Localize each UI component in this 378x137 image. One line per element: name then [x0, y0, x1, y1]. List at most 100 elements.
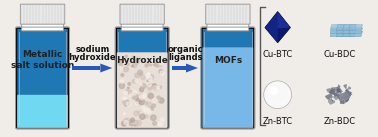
- Circle shape: [135, 102, 138, 105]
- Circle shape: [147, 62, 149, 64]
- Circle shape: [156, 65, 158, 67]
- Text: sodium: sodium: [75, 45, 110, 54]
- Circle shape: [145, 64, 148, 67]
- Circle shape: [147, 83, 152, 89]
- Circle shape: [133, 121, 138, 126]
- Circle shape: [157, 96, 160, 99]
- Circle shape: [130, 120, 133, 122]
- Circle shape: [124, 120, 128, 125]
- Polygon shape: [342, 92, 351, 101]
- Circle shape: [150, 85, 152, 88]
- Circle shape: [151, 106, 153, 108]
- Circle shape: [124, 62, 126, 65]
- Circle shape: [147, 82, 152, 87]
- Circle shape: [139, 72, 143, 75]
- FancyBboxPatch shape: [172, 65, 186, 70]
- Circle shape: [147, 80, 149, 82]
- FancyBboxPatch shape: [201, 27, 255, 129]
- Circle shape: [133, 79, 136, 83]
- Circle shape: [132, 56, 135, 59]
- Polygon shape: [346, 89, 352, 96]
- Polygon shape: [346, 92, 352, 95]
- Polygon shape: [330, 31, 344, 37]
- Polygon shape: [349, 28, 363, 33]
- Polygon shape: [329, 87, 335, 95]
- Circle shape: [123, 97, 125, 100]
- Circle shape: [119, 83, 124, 89]
- FancyBboxPatch shape: [120, 4, 164, 24]
- Circle shape: [126, 89, 128, 92]
- Circle shape: [125, 55, 127, 57]
- Polygon shape: [328, 99, 335, 105]
- Circle shape: [134, 111, 139, 116]
- Polygon shape: [337, 85, 340, 93]
- Polygon shape: [333, 93, 339, 100]
- Circle shape: [145, 115, 148, 118]
- Circle shape: [151, 86, 153, 88]
- Circle shape: [132, 94, 138, 100]
- Circle shape: [148, 93, 153, 99]
- Circle shape: [132, 65, 133, 67]
- Circle shape: [125, 118, 129, 122]
- Circle shape: [137, 111, 139, 114]
- Circle shape: [143, 94, 147, 97]
- Circle shape: [148, 86, 152, 90]
- Polygon shape: [344, 84, 347, 89]
- Polygon shape: [345, 92, 351, 102]
- Polygon shape: [339, 97, 342, 99]
- Circle shape: [155, 97, 160, 102]
- FancyBboxPatch shape: [202, 28, 254, 128]
- Circle shape: [141, 107, 146, 111]
- Circle shape: [153, 85, 158, 91]
- Circle shape: [155, 62, 157, 64]
- Polygon shape: [335, 86, 342, 94]
- Circle shape: [160, 71, 164, 75]
- Circle shape: [141, 83, 146, 89]
- Polygon shape: [340, 101, 344, 104]
- Circle shape: [119, 60, 122, 63]
- Polygon shape: [334, 93, 341, 97]
- Circle shape: [132, 63, 136, 68]
- Circle shape: [147, 110, 151, 113]
- Text: MOFs: MOFs: [214, 56, 242, 65]
- Circle shape: [136, 56, 140, 60]
- FancyBboxPatch shape: [203, 47, 253, 128]
- FancyBboxPatch shape: [206, 4, 250, 24]
- FancyBboxPatch shape: [22, 23, 64, 31]
- Circle shape: [118, 60, 123, 65]
- FancyBboxPatch shape: [17, 95, 68, 128]
- Circle shape: [139, 95, 144, 100]
- Polygon shape: [325, 93, 333, 99]
- Circle shape: [124, 97, 127, 99]
- Circle shape: [265, 82, 291, 108]
- Circle shape: [130, 120, 132, 122]
- Circle shape: [132, 91, 137, 95]
- Circle shape: [159, 86, 161, 89]
- Text: Cu-BTC: Cu-BTC: [263, 50, 293, 59]
- Circle shape: [138, 70, 143, 75]
- Circle shape: [139, 94, 141, 96]
- Circle shape: [159, 69, 163, 73]
- Circle shape: [159, 60, 164, 65]
- Circle shape: [150, 115, 156, 121]
- Circle shape: [153, 122, 156, 125]
- Circle shape: [136, 120, 141, 126]
- Circle shape: [136, 98, 141, 104]
- Polygon shape: [337, 89, 341, 92]
- FancyBboxPatch shape: [17, 28, 68, 128]
- Text: ligands: ligands: [168, 53, 202, 62]
- Circle shape: [147, 73, 150, 75]
- Polygon shape: [336, 88, 341, 96]
- Text: Cu-BDC: Cu-BDC: [323, 50, 356, 59]
- Polygon shape: [278, 12, 290, 28]
- Circle shape: [269, 86, 278, 95]
- Circle shape: [158, 122, 163, 126]
- FancyBboxPatch shape: [207, 23, 249, 31]
- FancyBboxPatch shape: [73, 65, 100, 70]
- Text: hydroxide: hydroxide: [68, 53, 116, 62]
- Circle shape: [124, 119, 127, 122]
- Circle shape: [124, 91, 127, 95]
- FancyBboxPatch shape: [115, 27, 169, 129]
- Polygon shape: [265, 12, 290, 43]
- Circle shape: [146, 73, 150, 78]
